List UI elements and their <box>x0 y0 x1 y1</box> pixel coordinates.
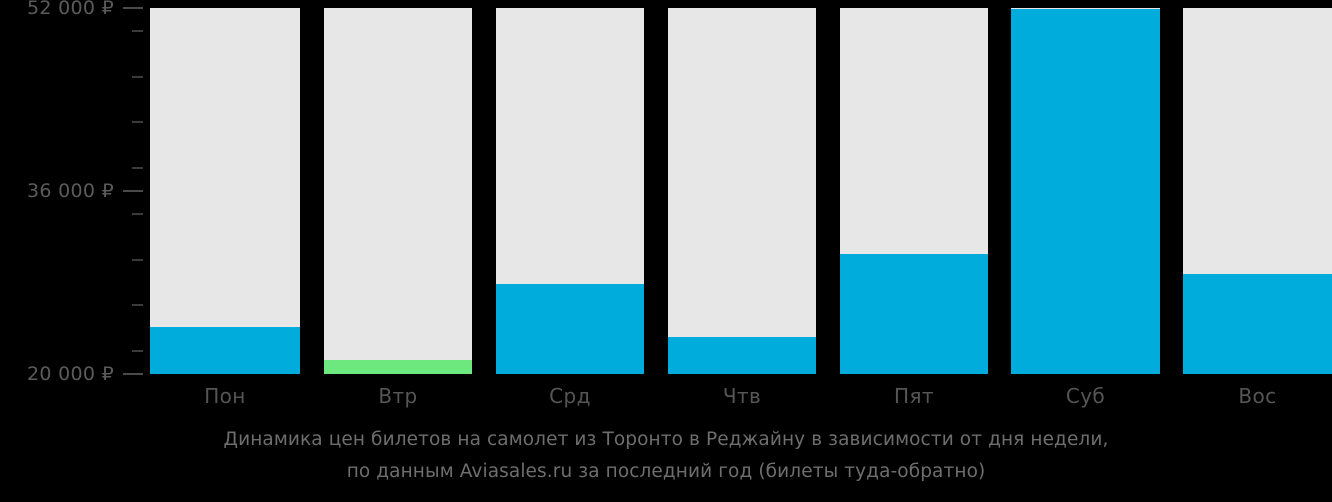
x-axis-label: Пон <box>204 384 246 408</box>
x-axis-label: Втр <box>378 384 418 408</box>
bar-track <box>668 8 816 374</box>
x-axis-label: Срд <box>549 384 591 408</box>
bar-group[interactable] <box>840 8 988 374</box>
bar-group[interactable] <box>1011 8 1160 374</box>
y-axis-tick-minor <box>132 304 143 307</box>
bar-group[interactable] <box>668 8 816 374</box>
y-axis-label: 52 000 ₽ <box>26 0 114 19</box>
y-axis-tick-minor <box>132 29 143 32</box>
bar-value[interactable] <box>668 337 816 374</box>
x-axis-label: Вос <box>1238 384 1277 408</box>
chart-caption: Динамика цен билетов на самолет из Торон… <box>0 424 1332 488</box>
y-axis-label: 36 000 ₽ <box>26 180 114 202</box>
y-axis-tick-major <box>123 373 143 375</box>
bar-value[interactable] <box>150 327 300 374</box>
bar-value[interactable] <box>1011 9 1160 374</box>
plot-area <box>150 8 1332 374</box>
bar-group[interactable] <box>150 8 300 374</box>
x-axis-label: Пят <box>894 384 934 408</box>
bar-value[interactable] <box>496 284 644 374</box>
x-axis-label: Суб <box>1065 384 1106 408</box>
y-axis: 52 000 ₽ 36 000 ₽ 20 000 ₽ <box>0 0 150 385</box>
y-axis-tick-minor <box>132 212 143 215</box>
bar-track <box>150 8 300 374</box>
y-axis-tick-minor <box>132 121 143 124</box>
y-axis-label: 20 000 ₽ <box>26 363 114 385</box>
caption-line-1: Динамика цен билетов на самолет из Торон… <box>223 429 1109 450</box>
y-axis-tick-major <box>123 7 143 9</box>
x-axis-label: Чтв <box>722 384 762 408</box>
y-axis-tick-major <box>123 190 143 192</box>
x-axis: Пон Втр Срд Чтв Пят Суб Вос <box>0 374 1332 420</box>
bar-group[interactable] <box>1183 8 1332 374</box>
y-axis-tick-minor <box>132 75 143 78</box>
y-axis-tick-minor <box>132 350 143 353</box>
bar-value[interactable] <box>1183 274 1332 374</box>
bar-group[interactable] <box>496 8 644 374</box>
bar-value[interactable] <box>324 360 472 374</box>
y-axis-tick-minor <box>132 258 143 261</box>
caption-line-2: по данным Aviasales.ru за последний год … <box>346 461 986 482</box>
y-axis-tick-minor <box>132 167 143 170</box>
bar-group[interactable] <box>324 8 472 374</box>
bar-value[interactable] <box>840 254 988 374</box>
bar-track <box>324 8 472 374</box>
